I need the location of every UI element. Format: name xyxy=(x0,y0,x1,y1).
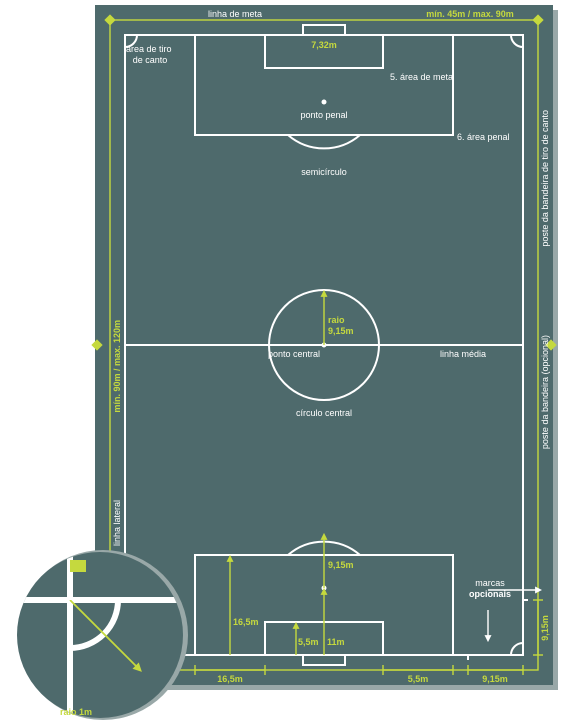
depth-165-label: 16,5m xyxy=(233,617,259,627)
bot-55-label: 5,5m xyxy=(408,674,429,684)
linha-lateral-label: linha lateral xyxy=(112,500,122,546)
area-meta-label: 5. área de meta xyxy=(390,72,453,82)
marcas-label: marcas xyxy=(475,578,505,588)
opcionais-label: opcionais xyxy=(469,589,511,599)
width-range-label: mín. 45m / max. 90m xyxy=(426,9,514,19)
bot-165-label: 16,5m xyxy=(217,674,243,684)
area-tiro-canto-label: área de tiro de canto xyxy=(126,44,174,65)
dist-11-label: 11m xyxy=(327,637,345,647)
semicirculo-label: semicírculo xyxy=(301,167,347,177)
linha-media-label: linha média xyxy=(440,349,486,359)
goal-width-label: 7,32m xyxy=(311,40,337,50)
length-range-label: mín. 90m / max. 120m xyxy=(112,320,122,413)
linha-de-meta-label: linha de meta xyxy=(208,9,262,19)
top-penalty-spot xyxy=(322,100,327,105)
football-pitch-diagram: linha de meta mín. 45m / max. 90m 7,32m … xyxy=(0,0,561,721)
bot-915-label: 9,15m xyxy=(482,674,508,684)
circulo-central-label: círculo central xyxy=(296,408,352,418)
raio-label: raio xyxy=(328,315,345,325)
raio-val-label: 9,15m xyxy=(328,326,354,336)
poste-tiro-canto-label: poste da bandeira de tiro de canto xyxy=(540,110,550,247)
arc-radius-label: 9,15m xyxy=(328,560,354,570)
side-915-label: 9,15m xyxy=(540,615,550,641)
ponto-penal-label: ponto penal xyxy=(300,110,347,120)
poste-opcional-label: poste da bandeira (opcional) xyxy=(540,335,550,449)
area-penal-label: 6. área penal xyxy=(457,132,510,142)
depth-55-label: 5,5m xyxy=(298,637,319,647)
ponto-central-label: ponto central xyxy=(268,349,320,359)
raio-1m-label: raio 1m xyxy=(60,707,92,717)
